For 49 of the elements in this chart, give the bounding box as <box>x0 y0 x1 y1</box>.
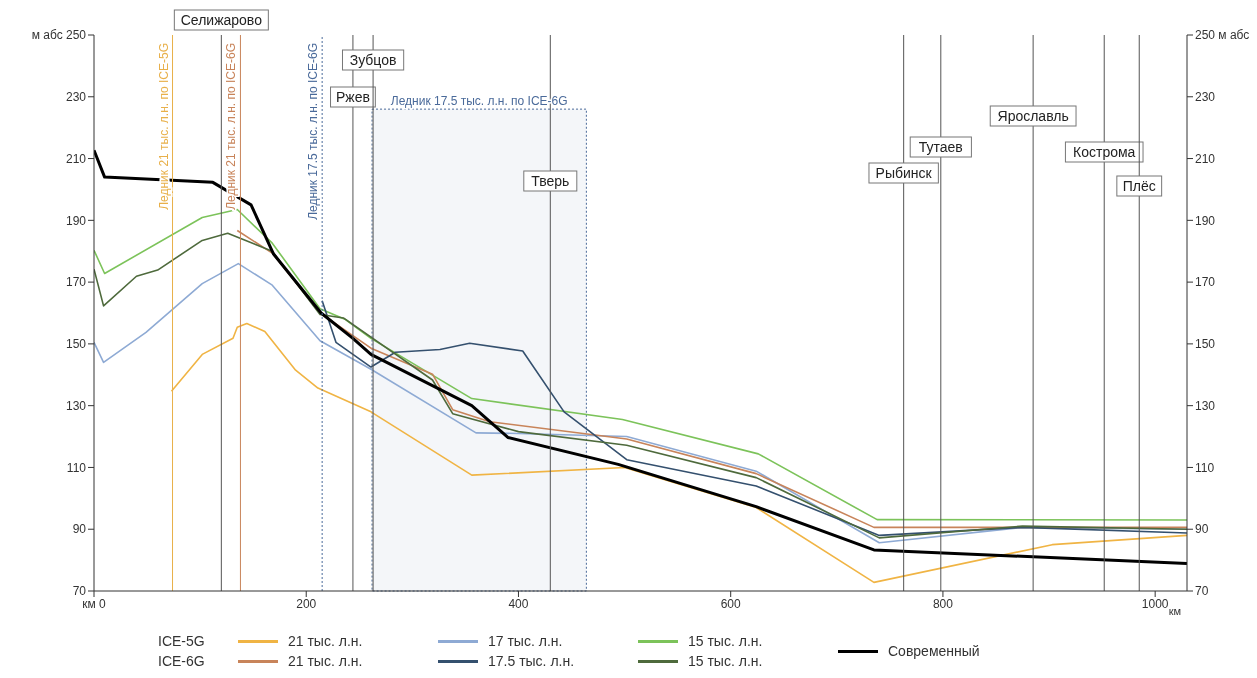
y2-tick-label: 250 м абс <box>1195 28 1250 43</box>
y-tick-label: 210 <box>65 151 87 166</box>
x-tick-label: 800 <box>932 596 954 611</box>
x-axis-title: км <box>1168 605 1181 617</box>
y2-tick-label: 110 <box>1195 460 1215 475</box>
ref-line-label: Ярославль <box>997 108 1069 124</box>
ref-line-label: Зубцов <box>349 52 397 68</box>
y-tick-label: 170 <box>65 275 87 290</box>
y2-tick-label: 210 <box>1195 151 1216 166</box>
line-series <box>321 299 1187 537</box>
y2-tick-label: 90 <box>1195 522 1209 537</box>
legend-label: 15 тыс. л.н. <box>688 633 763 649</box>
y-tick-label: 230 <box>65 90 87 105</box>
x-tick-label: 1000 <box>1141 596 1169 611</box>
y2-tick-label: 150 <box>1195 337 1216 352</box>
y2-tick-label: 190 <box>1195 213 1216 228</box>
ref-line-label: Кострома <box>1073 144 1136 160</box>
ref-line-label: Плёс <box>1122 178 1156 194</box>
ref-line-label: Ледник 21 тыс. л.н. по ICE-6G <box>224 43 239 210</box>
ref-line-label: Ледник 21 тыс. л.н. по ICE-5G <box>156 43 171 210</box>
y2-tick-label: 170 <box>1195 275 1216 290</box>
ref-line-label: Ледник 17.5 тыс. л.н. по ICE-6G <box>306 43 321 220</box>
legend-label: 17.5 тыс. л.н. <box>488 653 575 669</box>
ref-line-label: Ржев <box>335 89 370 105</box>
ref-line-label: Рыбинск <box>875 165 933 181</box>
y2-tick-label: 230 <box>1195 90 1216 105</box>
y2-tick-label: 70 <box>1195 584 1209 599</box>
y-tick-label: м абс 250 <box>31 28 87 43</box>
y-tick-label: 70 <box>72 584 87 599</box>
x-tick-label: км 0 <box>82 596 107 611</box>
text: ICE-5G <box>158 633 206 649</box>
ref-line-label: Тверь <box>531 173 570 189</box>
text: ICE-6G <box>158 653 206 669</box>
ref-line-label: Селижарово <box>180 12 263 28</box>
x-tick-label: 600 <box>720 596 742 611</box>
ref-line-label: Тутаев <box>918 139 963 155</box>
y2-tick-label: 130 <box>1195 398 1216 413</box>
legend-label: 17 тыс. л.н. <box>488 633 563 649</box>
legend-label: 21 тыс. л.н. <box>288 633 363 649</box>
y-tick-label: 110 <box>66 460 87 475</box>
y-tick-label: 130 <box>65 398 87 413</box>
legend-label: Современный <box>888 643 980 659</box>
x-tick-label: 400 <box>508 596 529 611</box>
y-tick-label: 190 <box>65 213 87 228</box>
x-tick-label: 200 <box>296 596 317 611</box>
y-tick-label: 90 <box>72 522 87 537</box>
legend-label: 15 тыс. л.н. <box>688 653 763 669</box>
legend-label: 21 тыс. л.н. <box>288 653 363 669</box>
y-tick-label: 150 <box>65 337 87 352</box>
